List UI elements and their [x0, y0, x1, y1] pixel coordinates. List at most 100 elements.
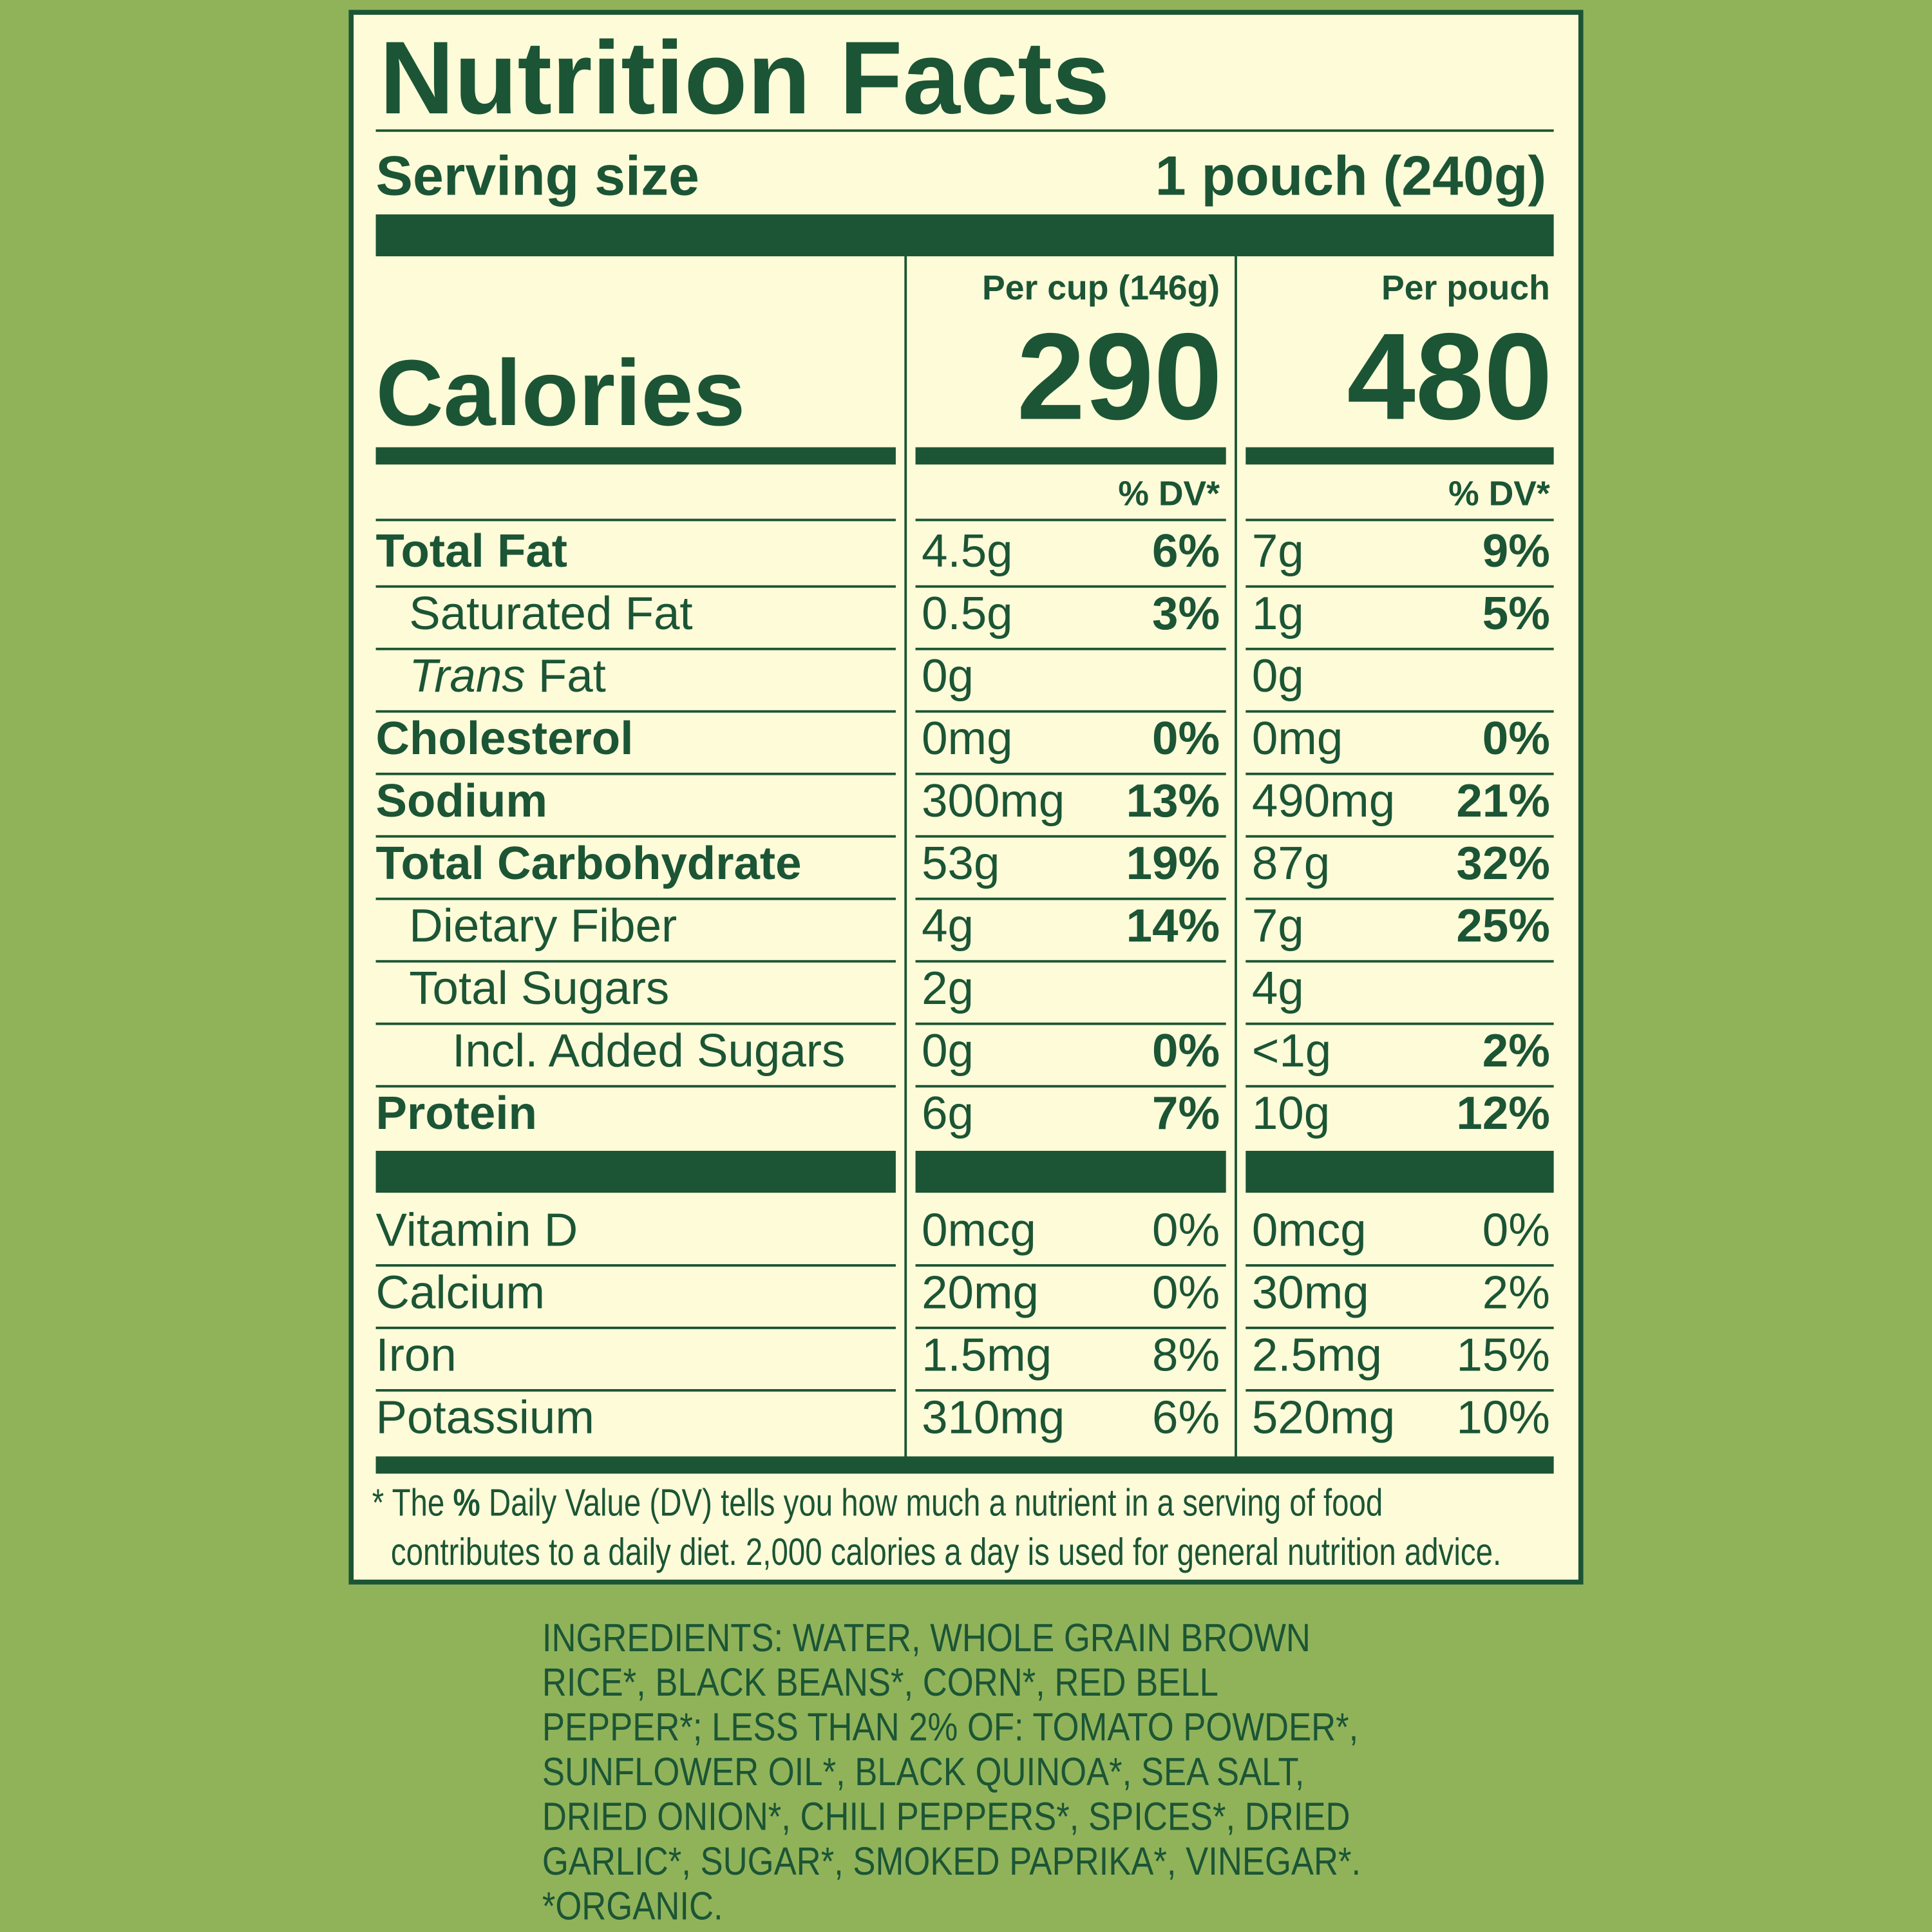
- nutrient-name: Dietary Fiber: [409, 900, 677, 952]
- dv-heading: % DV*: [1118, 475, 1220, 513]
- serving-label: Serving size: [376, 145, 699, 207]
- nutrient-name-text: Cholesterol: [376, 712, 634, 764]
- nutrient-name: Total Fat: [376, 525, 567, 577]
- rule: [375, 897, 896, 900]
- panel: [348, 10, 1584, 1585]
- amount: 87g: [1252, 837, 1330, 889]
- daily-value: 19%: [1126, 837, 1220, 889]
- rule: [1245, 1327, 1554, 1329]
- rule: [375, 960, 896, 963]
- daily-value: 15%: [1456, 1329, 1549, 1381]
- rule: [375, 518, 896, 522]
- rule: [1245, 647, 1554, 650]
- amount: 4g: [1252, 962, 1304, 1014]
- amount: 2g: [922, 962, 974, 1014]
- amount: 0g: [922, 1025, 974, 1077]
- nutrient-name: Trans Fat: [409, 650, 606, 702]
- rule: [915, 710, 1226, 713]
- nutrient-name-text: Dietary Fiber: [409, 900, 677, 952]
- rule: [375, 710, 896, 713]
- daily-value: 0%: [1152, 712, 1220, 764]
- amount: 10g: [1252, 1087, 1330, 1139]
- rule: [915, 1150, 1226, 1193]
- nutrient-name-italic: Trans: [409, 650, 525, 702]
- rule: [915, 1264, 1226, 1267]
- rule: [915, 447, 1226, 465]
- nutrient-name-text: Incl. Added Sugars: [452, 1025, 845, 1077]
- nutrient-name-text: Saturated Fat: [409, 587, 692, 639]
- rule: [1245, 1389, 1554, 1392]
- nutrient-name: Sodium: [376, 775, 548, 827]
- rule: [915, 1327, 1226, 1329]
- rule: [915, 835, 1226, 838]
- nutrient-name-text: Potassium: [376, 1391, 594, 1443]
- amount: 0g: [922, 650, 974, 702]
- daily-value: 0%: [1152, 1266, 1220, 1318]
- nutrient-name-text: Vitamin D: [376, 1204, 578, 1256]
- daily-value: 21%: [1456, 775, 1549, 827]
- rule: [1245, 447, 1554, 465]
- amount: 7g: [1252, 525, 1304, 577]
- nutrient-name: Protein: [376, 1087, 537, 1139]
- nutrient-name-text: Total Fat: [376, 525, 567, 577]
- title: Nutrition Facts: [379, 21, 1110, 136]
- nutrient-name: Potassium: [376, 1391, 594, 1443]
- rule: [375, 585, 896, 588]
- rule: [375, 447, 896, 465]
- rule: [375, 1084, 896, 1088]
- calories-label: Calories: [376, 340, 746, 445]
- daily-value: 7%: [1152, 1087, 1220, 1139]
- amount: 4g: [922, 900, 974, 952]
- nutrient-name-text: Protein: [376, 1087, 537, 1139]
- rule: [375, 1264, 896, 1267]
- footnote-part: Daily Value (DV) tells you how much a nu…: [480, 1481, 1383, 1524]
- amount: 4.5g: [922, 525, 1012, 577]
- nutrient-name-text: Total Sugars: [409, 962, 669, 1014]
- daily-value: 6%: [1152, 1391, 1220, 1443]
- rule: [375, 1022, 896, 1025]
- footnote-part: %: [453, 1481, 480, 1524]
- dv-heading: % DV*: [1448, 475, 1550, 513]
- calories-value: 480: [1347, 308, 1553, 446]
- rule: [375, 129, 1554, 132]
- rule: [915, 585, 1226, 588]
- rule: [375, 647, 896, 650]
- amount: 0mcg: [1252, 1204, 1367, 1256]
- amount: 490mg: [1252, 775, 1395, 827]
- column-heading: Per cup (146g): [982, 269, 1220, 307]
- amount: 0mg: [922, 712, 1012, 764]
- nutrient-name: Total Sugars: [409, 962, 669, 1014]
- rule: [915, 772, 1226, 775]
- rule: [375, 1327, 896, 1329]
- nutrient-name: Incl. Added Sugars: [452, 1025, 845, 1077]
- nutrient-name-text: Total Carbohydrate: [376, 837, 802, 889]
- rule: [915, 1022, 1226, 1025]
- rule: [915, 647, 1226, 650]
- amount: 310mg: [922, 1391, 1065, 1443]
- spacer: [1, 1, 3, 3]
- daily-value: 6%: [1152, 525, 1220, 577]
- amount: 300mg: [922, 775, 1065, 827]
- amount: 2.5mg: [1252, 1329, 1382, 1381]
- amount: 7g: [1252, 900, 1304, 952]
- rule: [915, 960, 1226, 963]
- daily-value: 0%: [1152, 1025, 1220, 1077]
- amount: 0mg: [1252, 712, 1343, 764]
- rule: [1245, 772, 1554, 775]
- daily-value: 0%: [1482, 712, 1550, 764]
- ingredients: INGREDIENTS: WATER, WHOLE GRAIN BROWNRIC…: [542, 1616, 1361, 1928]
- amount: 0g: [1252, 650, 1304, 702]
- daily-value: 2%: [1482, 1266, 1550, 1318]
- amount: 6g: [922, 1087, 974, 1139]
- calories-value: 290: [1017, 308, 1222, 446]
- daily-value: 3%: [1152, 587, 1220, 639]
- amount: 1.5mg: [922, 1329, 1052, 1381]
- rule: [375, 772, 896, 775]
- rule: [1245, 960, 1554, 963]
- column-divider: [904, 256, 907, 1458]
- daily-value: 25%: [1456, 900, 1549, 952]
- nutrient-name: Total Carbohydrate: [376, 837, 802, 889]
